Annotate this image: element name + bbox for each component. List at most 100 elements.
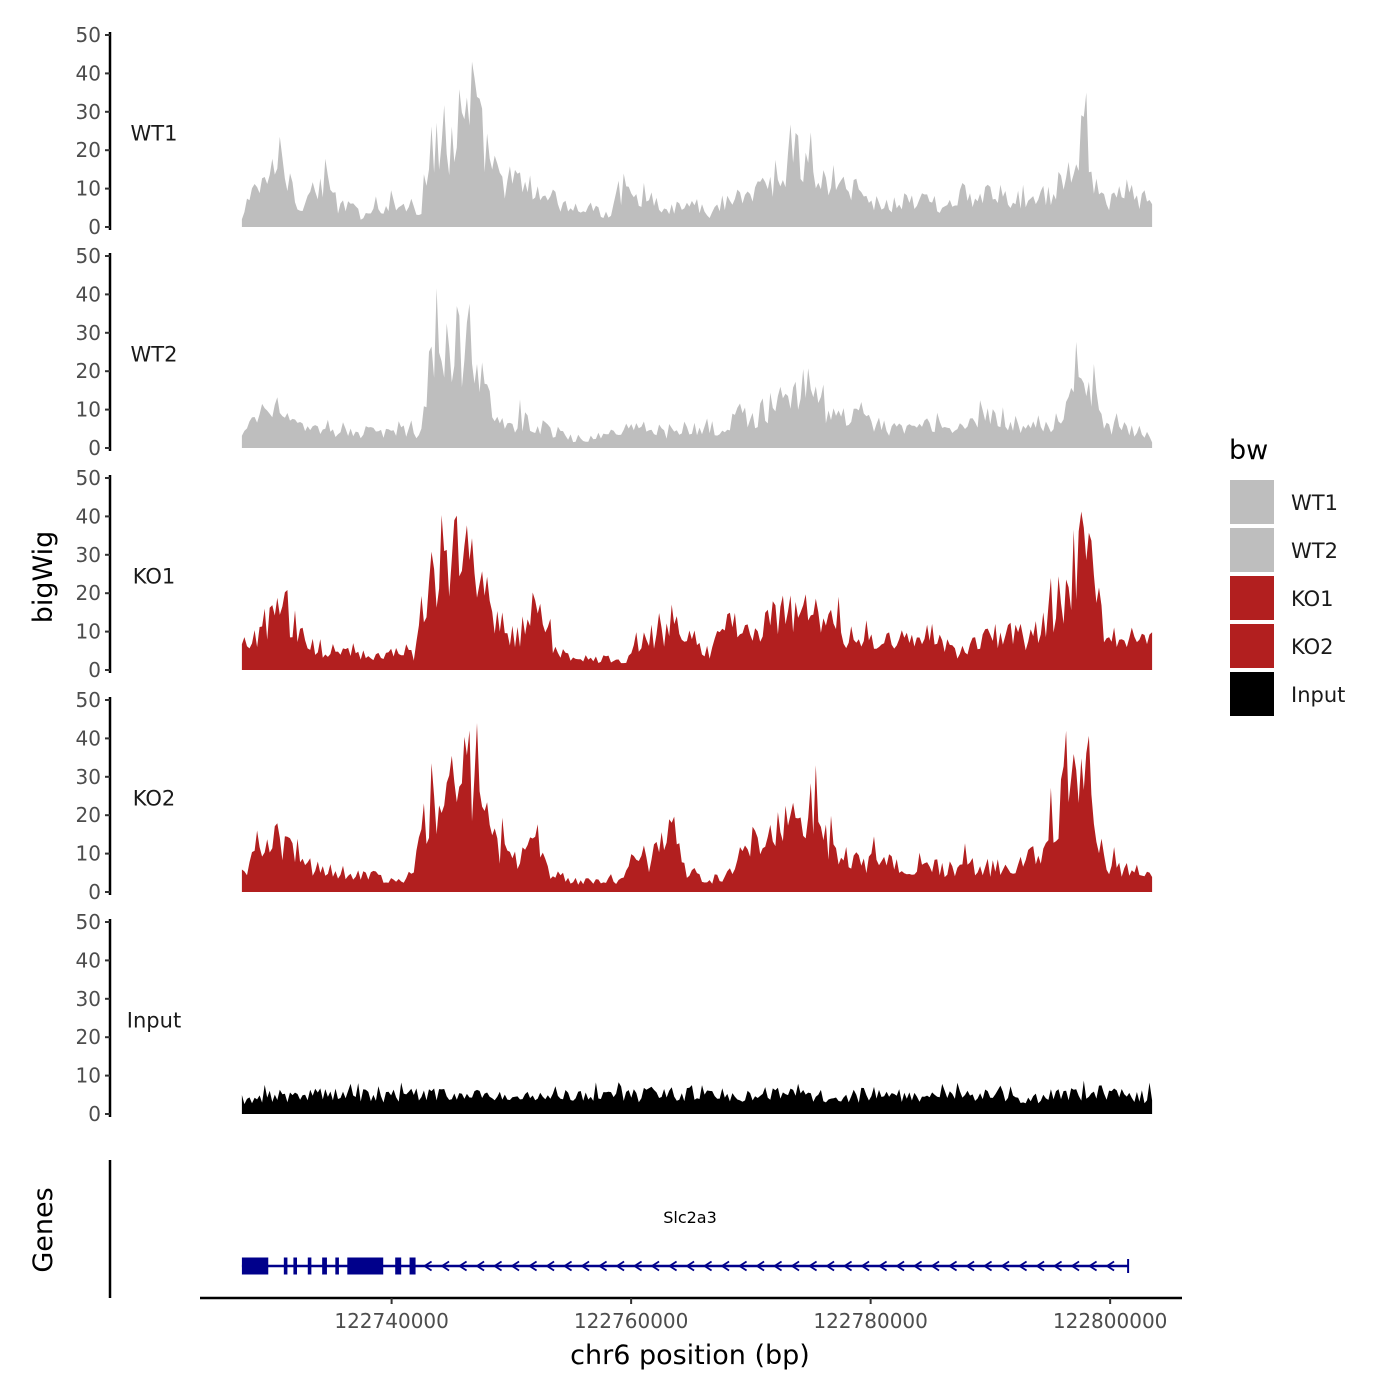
y-tick-label: 50 bbox=[76, 244, 101, 268]
exon bbox=[241, 1257, 269, 1275]
y-tick-label: 0 bbox=[88, 880, 101, 904]
track-label: KO2 bbox=[133, 787, 176, 811]
x-tick-label: 122800000 bbox=[1053, 1309, 1168, 1333]
legend-label: WT1 bbox=[1291, 491, 1338, 515]
strand-arrow bbox=[895, 1260, 905, 1272]
exon bbox=[322, 1257, 327, 1275]
coverage-area-ko1 bbox=[241, 511, 1153, 670]
strand-arrow bbox=[842, 1260, 853, 1272]
y-tick-label: 50 bbox=[76, 688, 101, 712]
x-axis-title: chr6 position (bp) bbox=[570, 1340, 810, 1371]
coverage-area-wt1 bbox=[241, 61, 1153, 227]
strand-arrow bbox=[947, 1260, 958, 1272]
legend-label: Input bbox=[1291, 683, 1345, 707]
exon bbox=[283, 1257, 288, 1275]
exon bbox=[395, 1257, 402, 1275]
y-axis-title: bigWig bbox=[28, 531, 59, 624]
strand-arrow bbox=[597, 1260, 608, 1272]
y-tick-label: 50 bbox=[76, 23, 101, 47]
strand-arrow bbox=[860, 1260, 870, 1272]
y-tick-label: 0 bbox=[88, 658, 101, 682]
signal-tracks: 0 10 20 30 40 50 WT1 0 10 20 30 40 50 WT2 0 10 20 30 40 50 K… bbox=[76, 23, 1153, 1126]
strand-arrow bbox=[737, 1260, 748, 1272]
x-tick-label: 122780000 bbox=[813, 1309, 928, 1333]
y-tick-label: 30 bbox=[76, 765, 101, 789]
strand-arrow bbox=[510, 1260, 520, 1272]
y-tick-label: 20 bbox=[76, 581, 101, 605]
strand-arrow bbox=[720, 1260, 730, 1272]
y-tick-label: 20 bbox=[76, 803, 101, 827]
y-tick-label: 40 bbox=[76, 726, 101, 750]
strand-arrow bbox=[422, 1260, 433, 1272]
legend-title: bw bbox=[1229, 435, 1268, 466]
strand-arrow bbox=[492, 1260, 503, 1272]
genes-track-title: Genes bbox=[28, 1187, 59, 1272]
y-tick-label: 10 bbox=[76, 620, 101, 644]
gene-slc2a3: Slc2a3 bbox=[241, 1208, 1130, 1275]
gene-panel: Slc2a3 bbox=[108, 1160, 1130, 1298]
strand-arrow bbox=[527, 1260, 538, 1272]
exon bbox=[409, 1257, 416, 1275]
track-label: WT1 bbox=[131, 122, 178, 146]
strand-arrow bbox=[1105, 1260, 1115, 1272]
legend-swatch bbox=[1230, 576, 1274, 620]
strand-arrow bbox=[615, 1260, 625, 1272]
strand-arrow bbox=[545, 1260, 555, 1272]
legend-swatch bbox=[1230, 624, 1274, 668]
strand-arrow bbox=[440, 1260, 450, 1272]
strand-arrow bbox=[790, 1260, 800, 1272]
strand-arrow bbox=[755, 1260, 765, 1272]
gene-label: Slc2a3 bbox=[663, 1208, 717, 1227]
y-tick-label: 20 bbox=[76, 359, 101, 383]
y-tick-label: 20 bbox=[76, 1025, 101, 1049]
track-label: WT2 bbox=[131, 343, 178, 367]
y-tick-label: 0 bbox=[88, 215, 101, 239]
y-tick-label: 30 bbox=[76, 100, 101, 124]
strand-arrow bbox=[982, 1260, 993, 1272]
exon bbox=[347, 1257, 384, 1275]
y-tick-label: 40 bbox=[76, 61, 101, 85]
track-label: Input bbox=[127, 1009, 181, 1033]
y-tick-label: 40 bbox=[76, 948, 101, 972]
y-tick-label: 30 bbox=[76, 987, 101, 1011]
coverage-area-input bbox=[241, 1080, 1153, 1114]
legend-item-wt2: WT2 bbox=[1230, 528, 1338, 572]
strand-arrow bbox=[632, 1260, 643, 1272]
legend-item-ko1: KO1 bbox=[1230, 576, 1334, 620]
track-wt2: 0 10 20 30 40 50 WT2 bbox=[76, 244, 1153, 460]
y-tick-label: 30 bbox=[76, 321, 101, 345]
y-tick-label: 10 bbox=[76, 398, 101, 422]
strand-arrow bbox=[1000, 1260, 1010, 1272]
y-tick-label: 50 bbox=[76, 910, 101, 934]
strand-arrow bbox=[562, 1260, 573, 1272]
legend: bw WT1 WT2 KO1 KO2 Input bbox=[1229, 435, 1345, 716]
coverage-area-wt2 bbox=[241, 288, 1153, 448]
strand-arrow bbox=[1052, 1260, 1063, 1272]
strand-arrow bbox=[807, 1260, 818, 1272]
strand-arrow bbox=[877, 1260, 888, 1272]
strand-arrow bbox=[772, 1260, 783, 1272]
strand-arrow bbox=[825, 1260, 835, 1272]
exon bbox=[335, 1257, 339, 1275]
x-tick-label: 122760000 bbox=[574, 1309, 689, 1333]
strand-arrow bbox=[930, 1260, 940, 1272]
legend-item-input: Input bbox=[1230, 672, 1345, 716]
legend-label: KO2 bbox=[1291, 635, 1334, 659]
track-input: 0 10 20 30 40 50 Input bbox=[76, 910, 1153, 1126]
strand-arrow bbox=[475, 1260, 485, 1272]
legend-swatch bbox=[1230, 672, 1274, 716]
x-axis: 122740000 122760000 122780000 122800000 bbox=[200, 1296, 1182, 1333]
y-tick-label: 10 bbox=[76, 1064, 101, 1088]
strand-arrow bbox=[1087, 1260, 1098, 1272]
y-tick-label: 10 bbox=[76, 177, 101, 201]
legend-label: WT2 bbox=[1291, 539, 1338, 563]
track-ko1: 0 10 20 30 40 50 KO1 bbox=[76, 466, 1153, 682]
legend-item-ko2: KO2 bbox=[1230, 624, 1334, 668]
y-tick-label: 0 bbox=[88, 1102, 101, 1126]
strand-arrow bbox=[457, 1260, 468, 1272]
strand-arrow bbox=[685, 1260, 695, 1272]
strand-arrow bbox=[702, 1260, 713, 1272]
legend-item-wt1: WT1 bbox=[1230, 480, 1338, 524]
strand-arrow bbox=[667, 1260, 678, 1272]
